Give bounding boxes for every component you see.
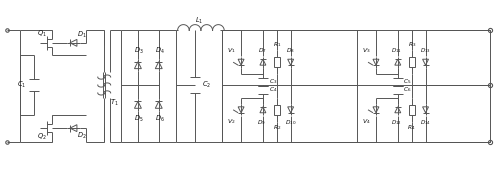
Text: $D_{14}$: $D_{14}$ — [420, 118, 431, 127]
Text: $D_5$: $D_5$ — [134, 114, 143, 124]
Text: $D_9$: $D_9$ — [258, 118, 266, 127]
Text: $Q_1$: $Q_1$ — [37, 29, 46, 39]
Text: $V_1$: $V_1$ — [227, 46, 235, 55]
Text: $D_4$: $D_4$ — [155, 46, 164, 56]
Bar — [222, 30, 490, 142]
Text: $C_2$: $C_2$ — [202, 80, 211, 90]
Text: $D_{12}$: $D_{12}$ — [392, 118, 402, 127]
Text: $R_2$: $R_2$ — [272, 123, 281, 132]
Text: $V_2$: $V_2$ — [227, 117, 235, 126]
Text: $D_3$: $D_3$ — [134, 46, 143, 56]
Text: $V_3$: $V_3$ — [362, 46, 370, 55]
Bar — [408, 57, 414, 67]
Bar — [274, 57, 280, 67]
Text: $Q_2$: $Q_2$ — [37, 132, 46, 142]
Text: $D_2$: $D_2$ — [76, 131, 86, 141]
Text: $D_{10}$: $D_{10}$ — [285, 118, 296, 127]
Bar — [408, 105, 414, 115]
Text: $D_1$: $D_1$ — [76, 30, 86, 40]
Text: $R_4$: $R_4$ — [408, 123, 416, 132]
Text: $C_1$: $C_1$ — [18, 80, 26, 90]
Text: $C_4$: $C_4$ — [268, 86, 277, 94]
Text: $C_6$: $C_6$ — [404, 86, 412, 94]
Text: $R_1$: $R_1$ — [272, 40, 281, 49]
Text: $L_1$: $L_1$ — [195, 15, 203, 26]
Text: $D_8$: $D_8$ — [286, 46, 295, 55]
Text: $T_1$: $T_1$ — [110, 98, 118, 108]
Text: $C_5$: $C_5$ — [404, 78, 412, 87]
Text: $D_{13}$: $D_{13}$ — [420, 46, 431, 55]
Text: $D_{11}$: $D_{11}$ — [392, 46, 402, 55]
Text: $C_3$: $C_3$ — [268, 78, 277, 87]
Text: $R_3$: $R_3$ — [408, 40, 416, 49]
Bar — [274, 105, 280, 115]
Text: $D_7$: $D_7$ — [258, 46, 266, 55]
Text: $D_6$: $D_6$ — [155, 114, 164, 124]
Text: $V_4$: $V_4$ — [362, 117, 370, 126]
